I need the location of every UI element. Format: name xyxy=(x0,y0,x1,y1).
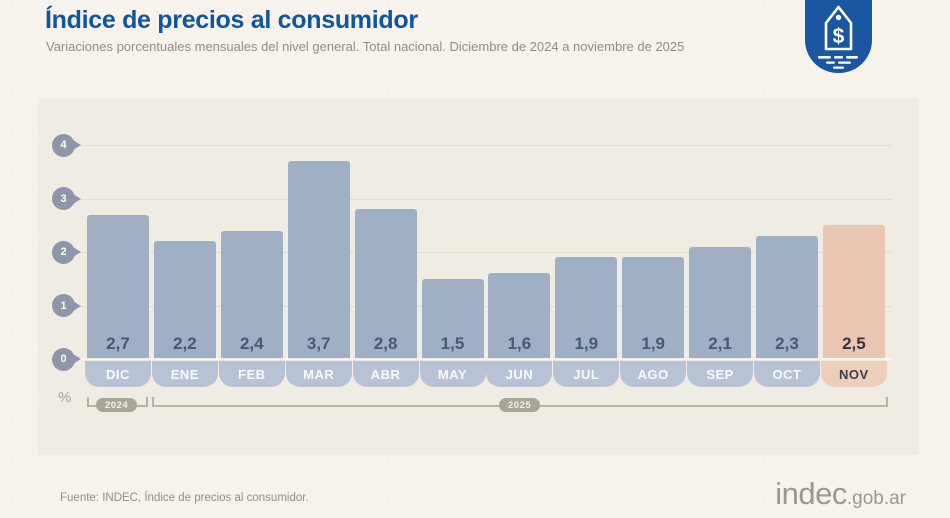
source-note: Fuente: INDEC, Índice de precios al cons… xyxy=(60,492,309,504)
bar-value-label: 2,2 xyxy=(173,334,197,353)
gridline xyxy=(74,145,892,146)
percent-unit-label: % xyxy=(58,389,72,406)
y-axis-tick: 0 xyxy=(52,347,81,371)
indec-logo-suffix: .gob.ar xyxy=(846,488,906,509)
y-axis-tick: 4 xyxy=(52,133,81,157)
month-label-may: MAY xyxy=(419,361,486,387)
month-label-ago: AGO xyxy=(620,361,687,387)
zero-baseline xyxy=(74,358,892,360)
year-label-2024: 2024 xyxy=(96,398,138,412)
page-subtitle: Variaciones porcentuales mensuales del n… xyxy=(46,39,685,54)
month-label-ene: ENE xyxy=(151,361,218,387)
bar-oct xyxy=(756,235,818,359)
bar-feb xyxy=(220,230,283,359)
svg-text:$: $ xyxy=(833,25,845,48)
month-label-abr: ABR xyxy=(352,361,419,387)
chart-panel: % 2024 2025 4 3 2 1 0 2,7 DIC 2,2 ENE 2,4 FEB 3,7 MA… xyxy=(38,98,919,455)
gridline xyxy=(74,198,892,200)
indec-logo: indec .gob.ar xyxy=(775,476,906,512)
bar-value-label: 1,5 xyxy=(440,334,465,353)
bar-ene xyxy=(153,241,216,359)
y-axis-tick: 3 xyxy=(52,187,81,210)
bar-value-label: 2,5 xyxy=(842,334,866,353)
y-axis-tick: 1 xyxy=(52,294,81,317)
bar-jun xyxy=(488,273,551,359)
bar-ago xyxy=(622,257,685,359)
month-label-nov: NOV xyxy=(820,361,887,387)
bar-chart: % 2024 2025 4 3 2 1 0 2,7 DIC 2,2 ENE 2,4 FEB 3,7 MA… xyxy=(38,98,919,455)
bar-abr xyxy=(354,209,417,359)
month-label-oct: OCT xyxy=(754,361,820,387)
bar-value-label: 2,8 xyxy=(373,334,398,353)
bar-value-label: 3,7 xyxy=(306,334,331,353)
bar-may xyxy=(421,278,484,359)
bar-jul xyxy=(555,257,618,359)
bar-sep xyxy=(689,246,752,359)
page-title: Índice de precios al consumidor xyxy=(45,6,418,34)
price-tag-badge: $ xyxy=(805,0,872,73)
bar-value-label: 2,3 xyxy=(775,334,799,353)
bar-dic xyxy=(87,214,149,359)
bar-value-label: 2,1 xyxy=(708,334,732,353)
month-label-dic: DIC xyxy=(85,361,151,387)
price-tag-icon: $ xyxy=(818,5,858,69)
gridline xyxy=(74,252,892,253)
indec-logo-main: indec xyxy=(775,476,847,511)
bar-value-label: 2,4 xyxy=(239,334,264,353)
year-label-2025: 2025 xyxy=(499,398,541,412)
bar-value-label: 1,9 xyxy=(574,334,599,353)
bar-nov xyxy=(822,225,885,359)
month-label-jun: JUN xyxy=(486,361,553,387)
month-label-feb: FEB xyxy=(218,361,285,387)
month-label-jul: JUL xyxy=(553,361,620,387)
bar-mar xyxy=(287,161,350,359)
month-label-mar: MAR xyxy=(285,361,352,387)
y-axis-tick: 2 xyxy=(52,240,81,264)
bar-value-label: 1,6 xyxy=(507,334,532,353)
bar-value-label: 2,7 xyxy=(106,334,130,353)
bar-value-label: 1,9 xyxy=(641,334,665,353)
month-label-sep: SEP xyxy=(687,361,754,387)
